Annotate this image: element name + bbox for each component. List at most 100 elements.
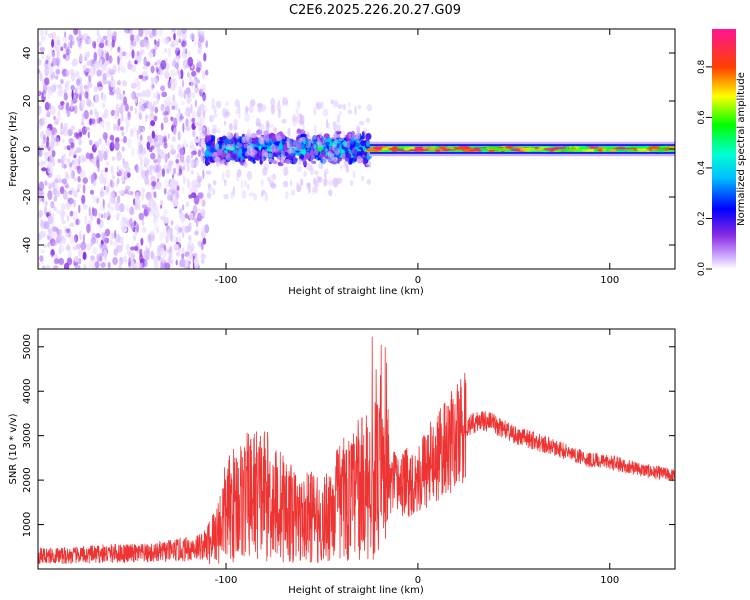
heatmap-cell [53, 195, 58, 202]
heatmap-cell [41, 50, 45, 60]
heatmap-cell [150, 200, 157, 208]
heatmap-cell [46, 140, 49, 148]
heatmap-cell [237, 169, 242, 178]
heatmap-cell [85, 38, 88, 44]
heatmap-cell [72, 190, 78, 198]
heatmap-cell [235, 131, 239, 139]
heatmap-cell [64, 202, 69, 211]
heatmap-cell [322, 178, 326, 187]
heatmap-cell [149, 239, 152, 249]
heatmap-cell [73, 105, 78, 114]
heatmap-cell [361, 131, 365, 137]
heatmap-cell [106, 262, 109, 267]
heatmap-cell [262, 135, 270, 141]
heatmap-cell [236, 171, 240, 182]
heatmap-cell [109, 78, 116, 88]
heatmap-cell [40, 190, 45, 198]
heatmap-cell [244, 112, 251, 123]
heatmap-cell [201, 224, 206, 231]
heatmap-cell [336, 124, 341, 133]
heatmap-cell [150, 65, 155, 74]
heatmap-cell [219, 136, 224, 141]
heatmap-cell [103, 94, 107, 102]
heatmap-cell [269, 181, 274, 186]
heatmap-cell [178, 248, 182, 253]
heatmap-cell [171, 40, 175, 47]
heatmap-cell [224, 120, 227, 126]
heatmap-cell [207, 161, 211, 165]
heatmap-cell [55, 56, 61, 67]
heatmap-cell [213, 108, 217, 114]
heatmap-cell [268, 179, 274, 187]
heatmap-cell [454, 147, 469, 150]
heatmap-cell [84, 91, 89, 99]
heatmap-cell [285, 159, 290, 164]
heatmap-cell [61, 178, 67, 185]
heatmap-cell [119, 93, 122, 101]
heatmap-cell [160, 103, 165, 112]
heatmap-cell [59, 186, 65, 195]
heatmap-cell [111, 241, 116, 246]
heatmap-cell [83, 84, 88, 90]
y-tick-label: -20 [22, 189, 33, 205]
heatmap-cell [223, 139, 229, 145]
heatmap-cell [127, 138, 132, 149]
heatmap-cell [246, 129, 252, 139]
heatmap-cell [228, 123, 233, 131]
heatmap-cell [229, 146, 236, 151]
heatmap-cell [422, 146, 428, 150]
heatmap-cell [38, 69, 41, 74]
heatmap-cell [47, 242, 50, 248]
heatmap-cell [119, 256, 124, 266]
heatmap-cell [167, 47, 172, 58]
heatmap-cell [38, 198, 41, 205]
heatmap-cell [178, 35, 181, 43]
heatmap-cell [93, 173, 98, 180]
heatmap-cell [188, 212, 194, 221]
heatmap-cell [105, 161, 110, 166]
heatmap-cell [81, 156, 87, 162]
heatmap-cell [48, 225, 54, 231]
heatmap-cell [243, 143, 249, 149]
heatmap-cell [175, 190, 180, 201]
heatmap-cell [125, 104, 129, 112]
heatmap-cell [186, 95, 192, 104]
heatmap-cell [300, 143, 305, 150]
heatmap-cell [55, 209, 61, 214]
heatmap-cell [70, 39, 73, 49]
heatmap-cell [65, 102, 70, 111]
heatmap-cell [311, 160, 316, 164]
heatmap-cell [296, 143, 303, 151]
heatmap-cell [103, 212, 106, 219]
heatmap-cell [68, 190, 73, 195]
heatmap-cell [42, 264, 46, 269]
heatmap-cell [225, 144, 232, 149]
heatmap-cell [79, 53, 83, 63]
heatmap-cell [196, 178, 201, 184]
heatmap-cell [140, 170, 143, 176]
heatmap-cell [337, 104, 343, 110]
heatmap-cell [312, 186, 316, 195]
heatmap-cell [88, 139, 93, 146]
y-tick-label: 2000 [22, 467, 33, 492]
heatmap-cell [131, 146, 135, 157]
heatmap-cell [211, 105, 217, 110]
heatmap-cell [226, 146, 231, 150]
heatmap-cell [88, 74, 92, 83]
spectrogram-x-label: Height of straight line (km) [288, 286, 424, 297]
heatmap-cell [285, 166, 288, 176]
heatmap-cell [117, 165, 120, 173]
heatmap-cell [197, 87, 200, 93]
heatmap-cell [608, 146, 613, 150]
heatmap-cell [304, 152, 311, 160]
heatmap-cell [38, 41, 42, 47]
heatmap-cell [178, 227, 183, 233]
heatmap-cell [143, 56, 147, 66]
heatmap-cell [62, 154, 66, 165]
heatmap-cell [82, 251, 87, 260]
heatmap-cell [189, 140, 194, 149]
heatmap-cell [166, 96, 172, 102]
heatmap-cell [342, 130, 345, 136]
heatmap-cell [155, 163, 162, 173]
heatmap-cell [282, 166, 289, 177]
